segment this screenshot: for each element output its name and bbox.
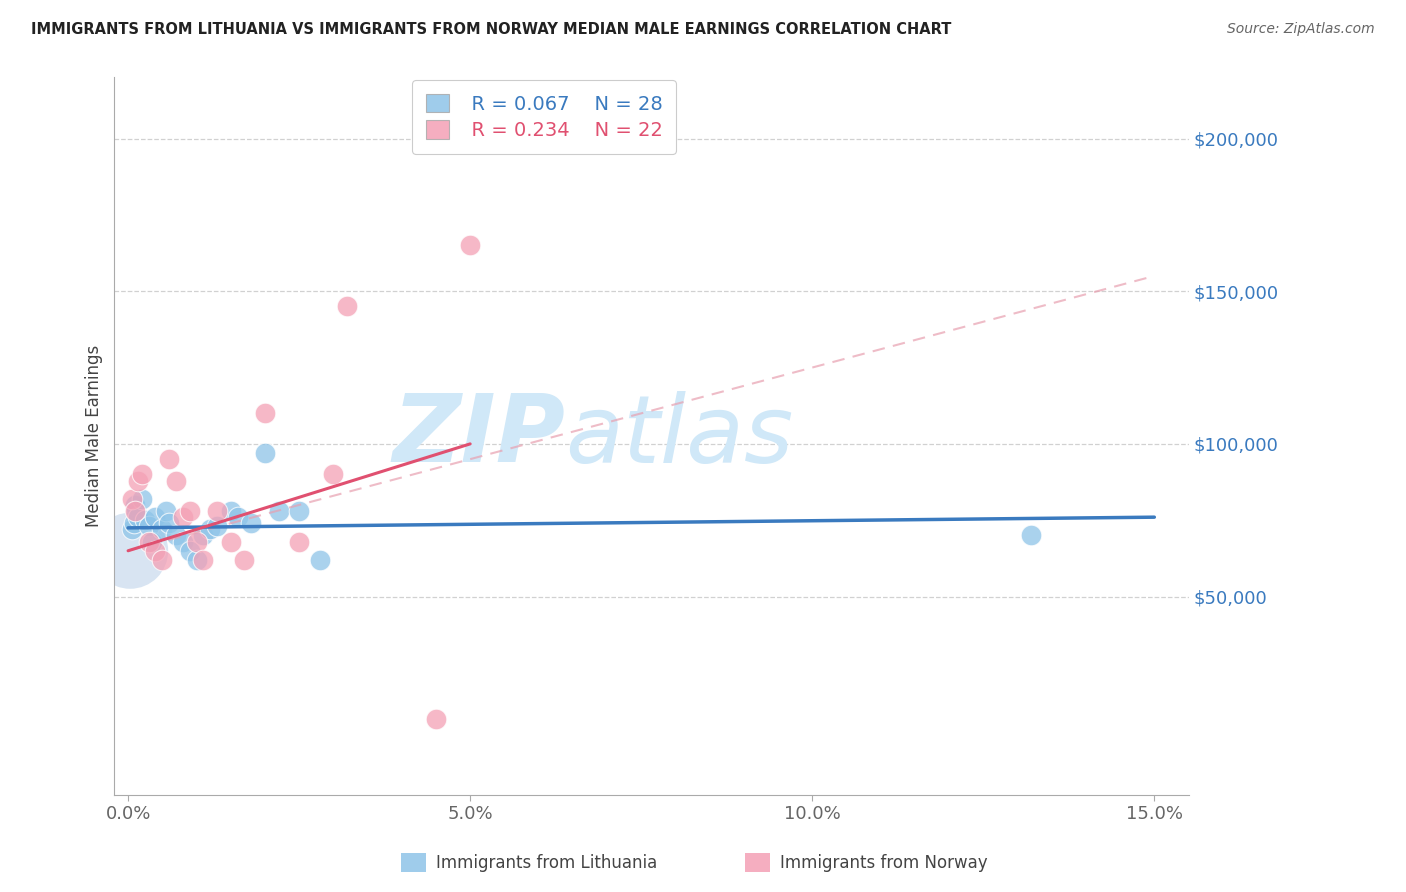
Point (172, 534, 194, 549)
Point (288, 504, 311, 518)
Point (198, 522, 221, 536)
Point (122, 516, 145, 531)
Point (121, 491, 143, 506)
Point (253, 446, 276, 460)
Point (233, 553, 256, 567)
Point (157, 516, 180, 531)
Point (145, 510, 167, 524)
Point (150, 522, 173, 536)
Point (193, 553, 215, 567)
Point (134, 513, 156, 527)
Point (165, 474, 187, 488)
Point (124, 498, 146, 512)
Point (121, 522, 143, 536)
Point (165, 528, 187, 542)
Point (322, 467, 344, 482)
Point (336, 300, 359, 314)
Point (131, 491, 153, 506)
Point (179, 504, 201, 518)
Point (145, 543, 167, 558)
Point (138, 519, 160, 533)
Point (120, 543, 142, 558)
Text: Immigrants from Lithuania: Immigrants from Lithuania (436, 854, 657, 871)
Point (226, 510, 249, 524)
Point (458, 238, 481, 252)
Point (425, 712, 447, 726)
Point (179, 543, 201, 558)
Point (288, 534, 311, 549)
Point (1019, 528, 1042, 542)
Point (205, 504, 228, 518)
Text: atlas: atlas (565, 391, 794, 482)
Point (193, 528, 215, 542)
Point (131, 467, 153, 482)
Legend:   R = 0.067    N = 28,   R = 0.234    N = 22: R = 0.067 N = 28, R = 0.234 N = 22 (412, 80, 676, 154)
Point (138, 534, 160, 549)
Point (205, 519, 228, 533)
Point (240, 516, 263, 531)
Point (172, 510, 194, 524)
Point (186, 534, 208, 549)
Point (157, 452, 180, 467)
Point (150, 553, 173, 567)
Point (125, 504, 148, 518)
Point (308, 553, 330, 567)
Text: ZIP: ZIP (392, 391, 565, 483)
Text: Immigrants from Norway: Immigrants from Norway (780, 854, 988, 871)
Point (127, 510, 149, 524)
Point (267, 504, 290, 518)
Text: Source: ZipAtlas.com: Source: ZipAtlas.com (1227, 22, 1375, 37)
Text: IMMIGRANTS FROM LITHUANIA VS IMMIGRANTS FROM NORWAY MEDIAN MALE EARNINGS CORRELA: IMMIGRANTS FROM LITHUANIA VS IMMIGRANTS … (31, 22, 952, 37)
Point (124, 504, 146, 518)
Y-axis label: Median Male Earnings: Median Male Earnings (86, 345, 103, 527)
Point (141, 534, 163, 549)
Point (155, 504, 177, 518)
Point (219, 534, 242, 549)
Point (219, 504, 242, 518)
Point (186, 553, 208, 567)
Point (253, 406, 276, 420)
Point (127, 474, 149, 488)
